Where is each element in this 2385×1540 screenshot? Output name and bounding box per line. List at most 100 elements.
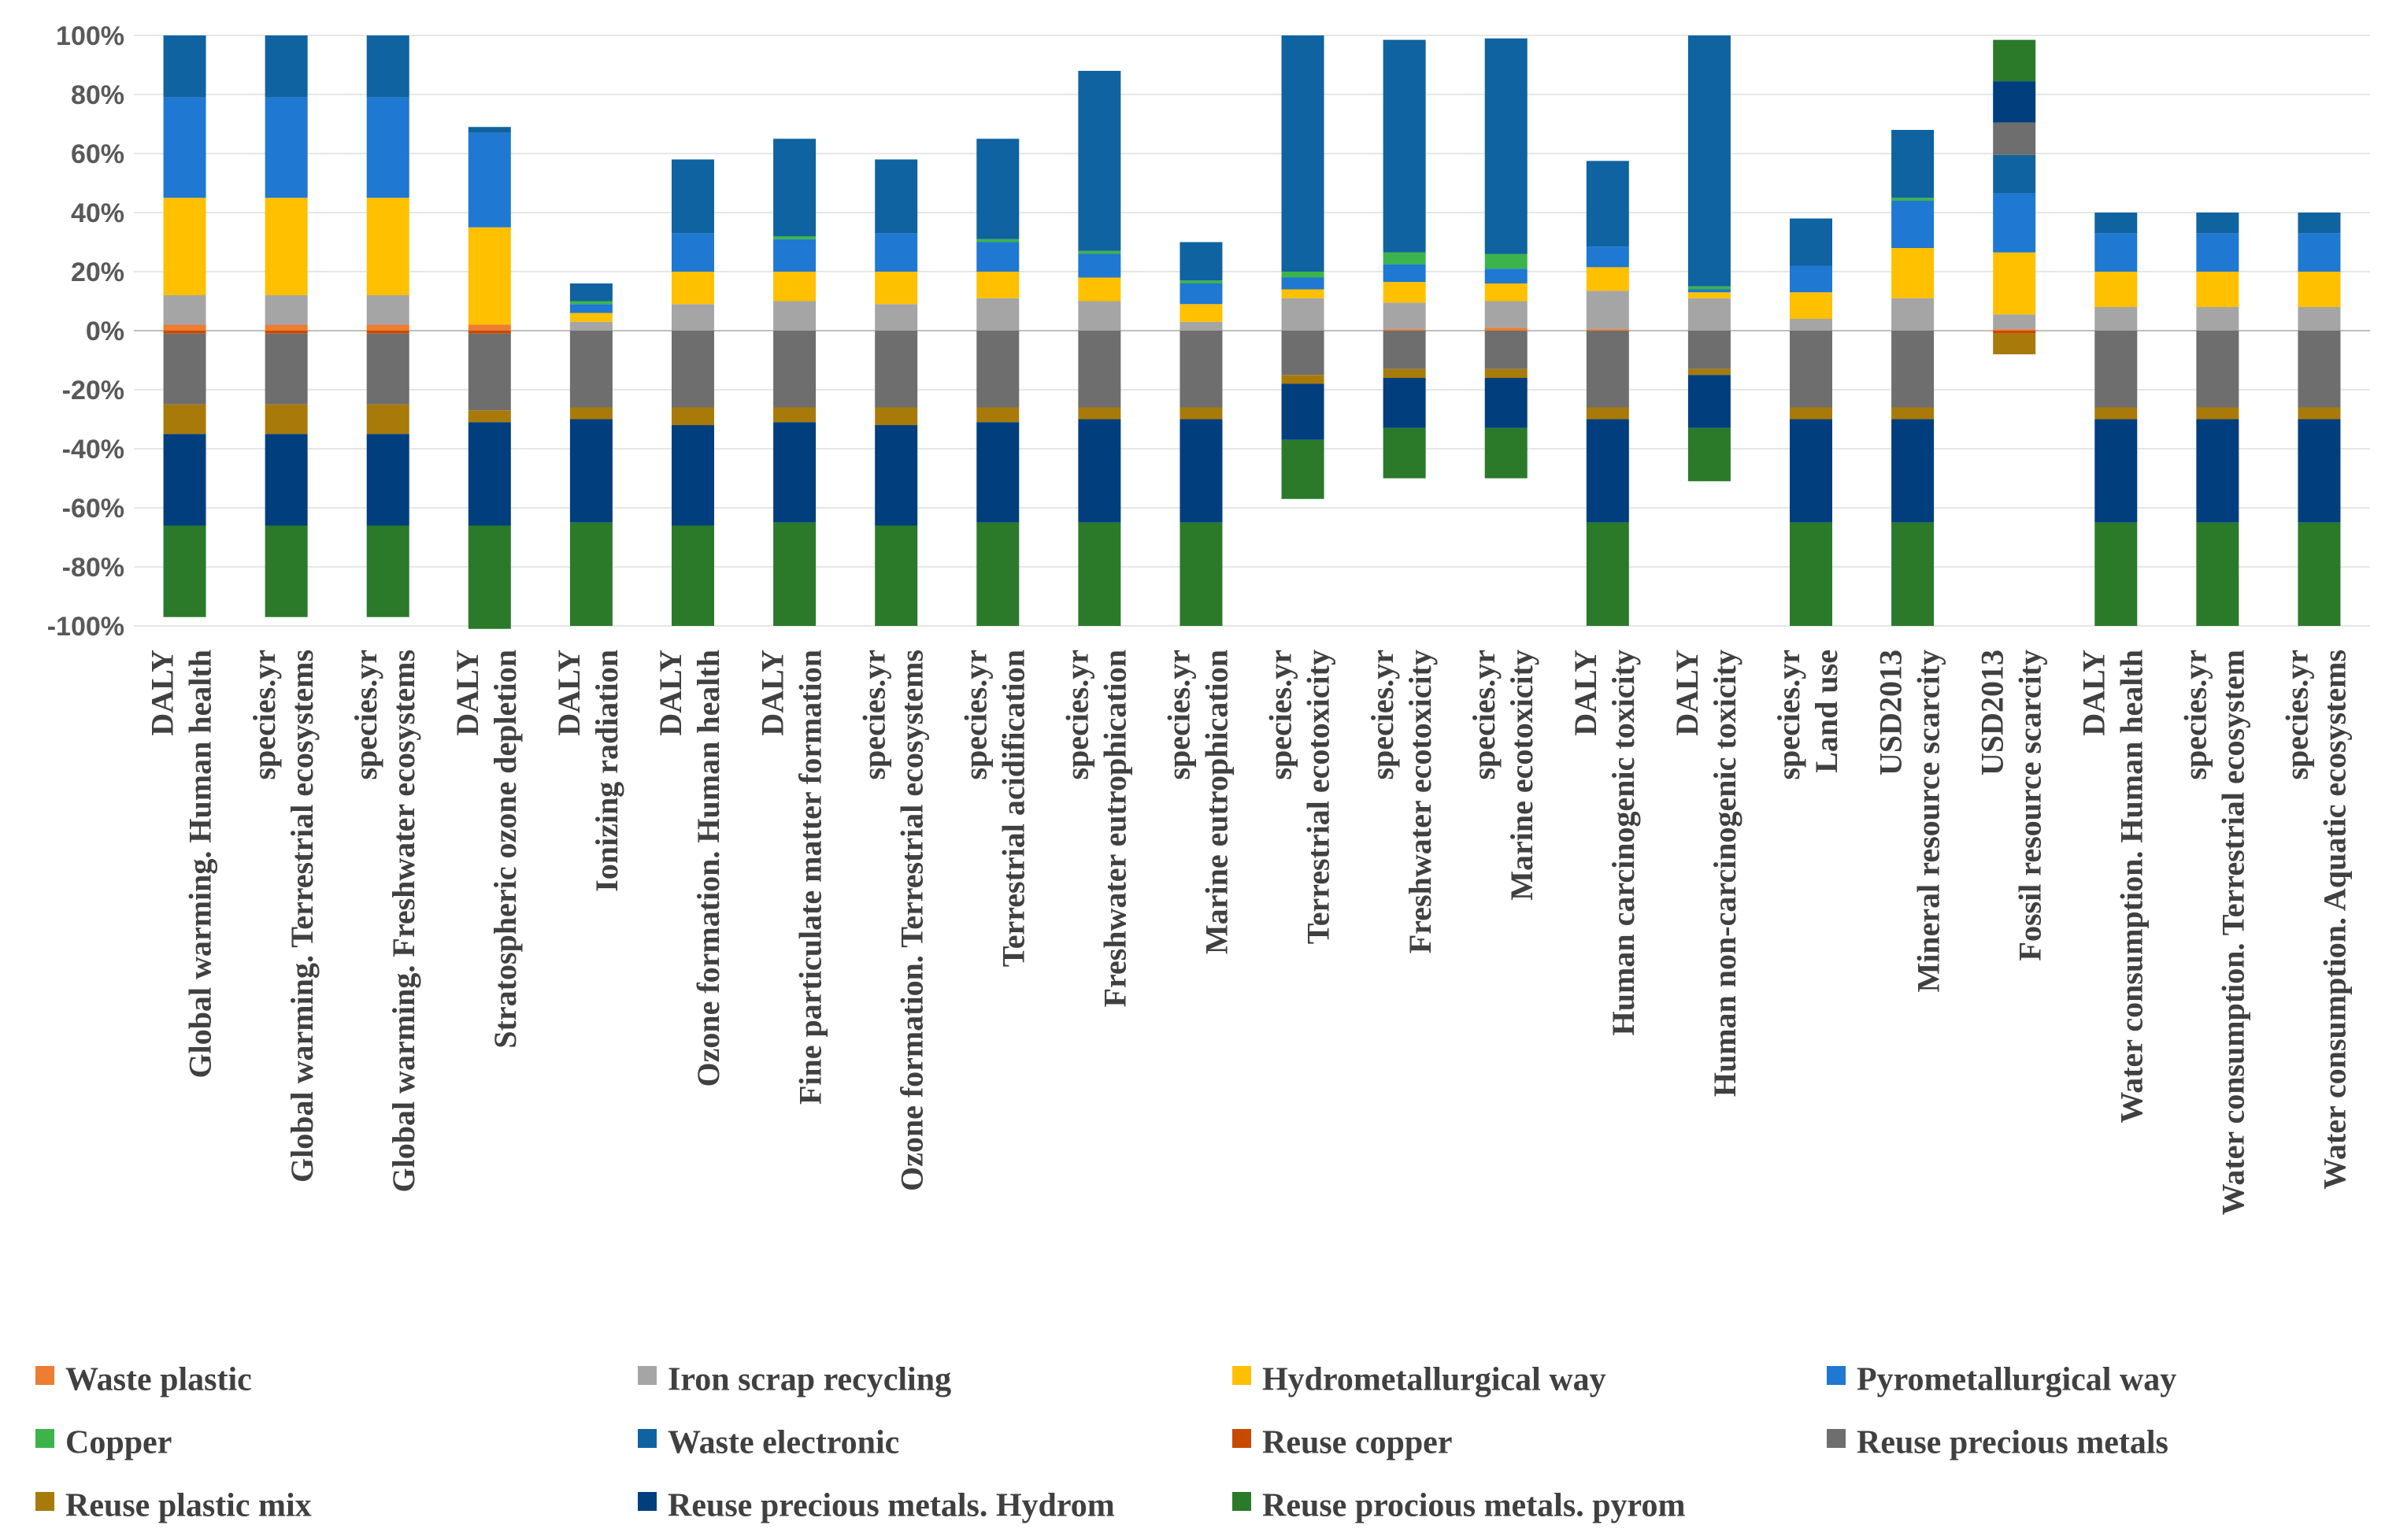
- bar-segment-waste-electronic: [569, 283, 613, 302]
- bar-segment-reuse-precious-metals-hydrom: [1484, 378, 1528, 428]
- x-category-unit: species.yr: [2279, 650, 2315, 780]
- x-category-label: Mineral resource scarcity: [1910, 650, 1946, 992]
- bar-segment-reuse-precious-metals-hydrom: [672, 425, 714, 526]
- bar-segment-waste-electronic: [672, 159, 714, 234]
- x-category-label: Stratospheric ozone depletion: [487, 650, 523, 1049]
- y-tick-label: 0%: [86, 317, 124, 346]
- bar-segment-reuse-procious-metals-pyrom: [2094, 522, 2138, 626]
- bar-group-freshwater-ecotoxicity: [1383, 39, 1426, 479]
- legend-label: Reuse precious metals: [1857, 1425, 2168, 1461]
- legend-item-reuse-precious-metals-hydrom: Reuse precious metals. Hydrom: [638, 1488, 1115, 1524]
- bar-segment-reuse-procious-metals-pyrom: [1586, 522, 1629, 626]
- bar-segment-reuse-precious-metals: [2298, 331, 2341, 408]
- x-category-unit: species.yr: [856, 650, 891, 780]
- bar-segment-reuse-plastic-mix: [1281, 375, 1324, 384]
- bar-segment-hydrometallurgical-way: [569, 313, 613, 322]
- y-axis-ticks: 100% 80% 60% 40% 20% 0% -20% -40% -60% -80% -100%: [47, 21, 124, 642]
- x-category-label: Freshwater eutrophication: [1098, 650, 1133, 1007]
- bar-segment-reuse-procious-metals-pyrom: [265, 525, 308, 617]
- bar-segment-reuse-precious-metals: [569, 331, 613, 408]
- y-tick-label: -100%: [47, 612, 124, 642]
- bar-segment-pyrometallurgical-way: [2094, 233, 2138, 272]
- bar-segment-reuse-procious-metals-pyrom: [1993, 39, 2036, 82]
- bar-segment-pyrometallurgical-way: [976, 242, 1020, 272]
- legend-item-waste-plastic: Waste plastic: [35, 1362, 252, 1398]
- bar-segment-iron-scrap-recycling: [1484, 301, 1528, 328]
- bar-segment-reuse-plastic-mix: [1383, 368, 1426, 378]
- bar-segment-waste-electronic: [1078, 71, 1121, 251]
- bar-segment-reuse-precious-metals: [773, 331, 817, 408]
- bar-segment-hydrometallurgical-way: [1180, 304, 1223, 322]
- bar-segment-reuse-plastic-mix: [1586, 407, 1629, 420]
- y-tick-label: -40%: [62, 435, 124, 465]
- bar-segment-reuse-copper: [366, 331, 409, 334]
- x-category-unit: DALY: [653, 650, 688, 736]
- bar-segment-hydrometallurgical-way: [1586, 267, 1629, 291]
- bar-segment-pyrometallurgical-way: [1993, 193, 2036, 253]
- legend-label: Iron scrap recycling: [668, 1362, 951, 1398]
- legend-item-reuse-precious-metals: Reuse precious metals: [1827, 1425, 2168, 1461]
- bar-segment-copper: [1891, 198, 1935, 201]
- bar-group-global-warming-human-health: [163, 35, 206, 617]
- x-category-label: Land use: [1809, 650, 1844, 773]
- x-category-unit: USD2013: [1974, 650, 2009, 776]
- legend-label: Waste electronic: [668, 1425, 899, 1461]
- bar-segment-waste-plastic: [1484, 328, 1528, 331]
- legend-item-reuse-copper: Reuse copper: [1232, 1425, 1452, 1461]
- bar-segment-reuse-precious-metals: [1180, 331, 1223, 408]
- bar-segment-pyrometallurgical-way: [1180, 283, 1223, 305]
- bar-segment-reuse-precious-metals-hydrom: [1993, 81, 2036, 123]
- bar-segment-reuse-plastic-mix: [672, 407, 714, 425]
- bar-segment-iron-scrap-recycling: [875, 304, 918, 331]
- bar-segment-reuse-procious-metals-pyrom: [976, 522, 1020, 626]
- y-tick-label: 40%: [71, 198, 124, 228]
- bar-group-ozone-formation-human-health: [672, 159, 714, 626]
- bar-segment-reuse-plastic-mix: [2196, 407, 2239, 420]
- bar-segment-iron-scrap-recycling: [163, 295, 206, 325]
- y-tick-label: 100%: [56, 21, 124, 51]
- bar-segment-reuse-copper: [163, 331, 206, 334]
- bar-segment-pyrometallurgical-way: [366, 97, 409, 198]
- bar-group-land-use: [1790, 218, 1832, 626]
- legend-item-reuse-plastic-mix: Reuse plastic mix: [35, 1488, 312, 1524]
- bar-segment-iron-scrap-recycling: [773, 301, 817, 331]
- bar-segment-iron-scrap-recycling: [2094, 307, 2138, 331]
- x-category-label: Water consumption. Terrestrial ecosystem: [2216, 650, 2251, 1215]
- bar-segment-iron-scrap-recycling: [569, 321, 613, 331]
- bar-segment-pyrometallurgical-way: [1078, 254, 1121, 278]
- x-category-unit: species.yr: [348, 650, 383, 780]
- bar-segment-iron-scrap-recycling: [1687, 298, 1731, 331]
- bar-segment-reuse-procious-metals-pyrom: [1790, 522, 1832, 626]
- bar-segment-reuse-precious-metals-hydrom: [1687, 375, 1731, 428]
- bar-segment-reuse-procious-metals-pyrom: [569, 522, 613, 626]
- bar-segment-reuse-precious-metals: [2094, 331, 2138, 408]
- bar-segment-iron-scrap-recycling: [366, 295, 409, 325]
- bar-segment-waste-plastic: [468, 324, 511, 331]
- bar-segment-reuse-precious-metals: [2196, 331, 2239, 408]
- bar-segment-iron-scrap-recycling: [1180, 321, 1223, 331]
- legend-label: Reuse procious metals. pyrom: [1262, 1488, 1685, 1524]
- bar-segment-pyrometallurgical-way: [1281, 277, 1324, 290]
- bar-segment-waste-electronic: [2298, 213, 2341, 234]
- bar-segment-reuse-plastic-mix: [1078, 407, 1121, 420]
- bar-segment-reuse-plastic-mix: [569, 407, 613, 420]
- legend-swatch: [638, 1492, 657, 1511]
- bar-segment-reuse-plastic-mix: [265, 404, 308, 435]
- bar-segment-reuse-plastic-mix: [2094, 407, 2138, 420]
- bar-segment-copper: [1180, 280, 1223, 283]
- bar-segment-iron-scrap-recycling: [2196, 307, 2239, 331]
- bar-segment-reuse-procious-metals-pyrom: [1484, 428, 1528, 479]
- bar-segment-pyrometallurgical-way: [569, 304, 613, 313]
- x-category-unit: species.yr: [1771, 650, 1806, 780]
- bar-segment-reuse-plastic-mix: [875, 407, 918, 425]
- bar-segment-iron-scrap-recycling: [1993, 314, 2036, 330]
- bar-segment-reuse-plastic-mix: [773, 407, 817, 423]
- y-tick-label: 80%: [71, 80, 124, 110]
- legend-swatch: [1232, 1492, 1251, 1511]
- bar-group-marine-ecotoxicity: [1484, 38, 1528, 479]
- y-tick-label: 60%: [71, 139, 124, 169]
- bar-group-ozone-formation-terrestrial-ecosystems: [875, 159, 918, 626]
- legend-item-iron-scrap-recycling: Iron scrap recycling: [638, 1362, 951, 1398]
- bar-segment-reuse-procious-metals-pyrom: [1078, 522, 1121, 626]
- y-tick-label: 20%: [71, 257, 124, 287]
